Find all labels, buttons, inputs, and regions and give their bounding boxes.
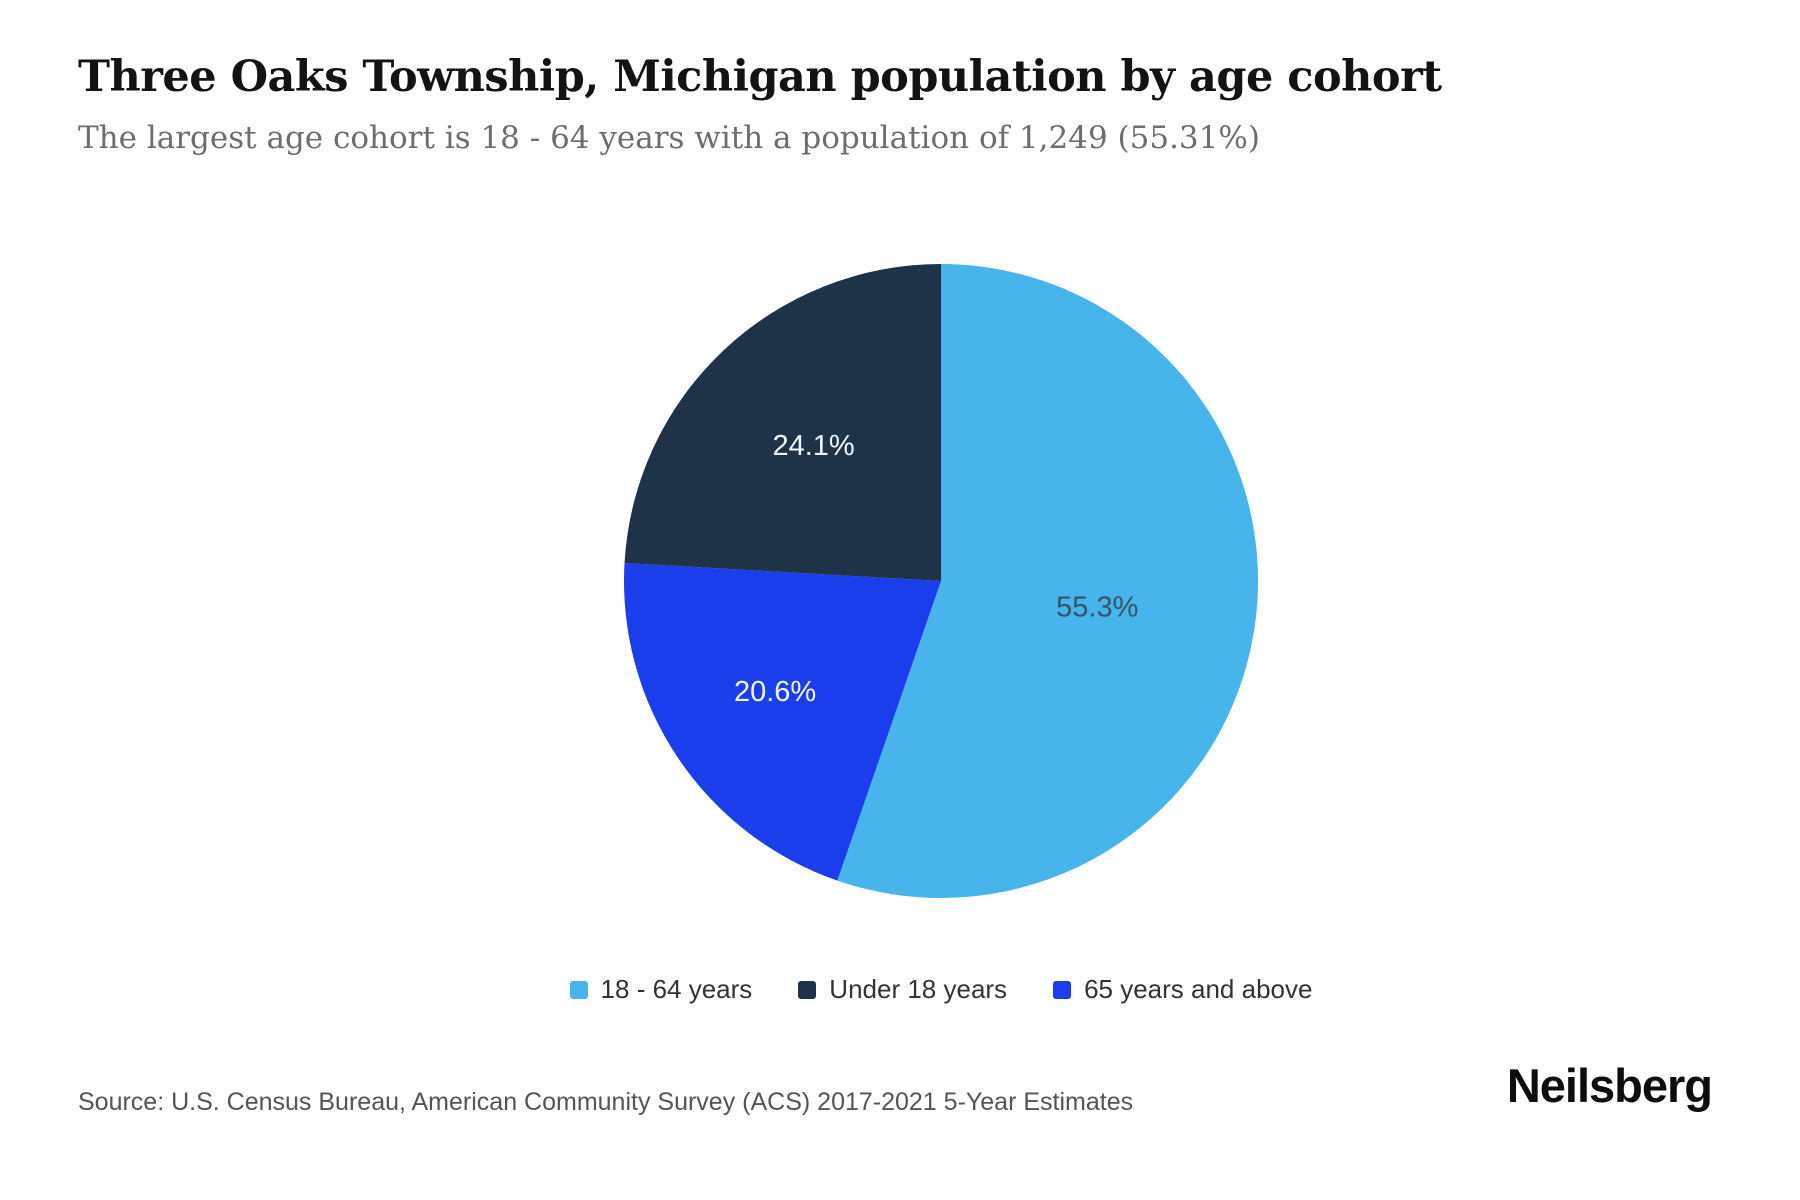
slice-percentage-label: 20.6% (734, 676, 816, 708)
legend-color-marker (569, 980, 588, 999)
pie-slice-65-years-and-above[interactable] (624, 563, 941, 881)
slice-percentage-label: 55.3% (1056, 591, 1138, 623)
legend-item-18-64-years[interactable]: 18 - 64 years (569, 974, 753, 1005)
legend-item-under-18-years[interactable]: Under 18 years (798, 974, 1007, 1005)
chart-subtitle: The largest age cohort is 18 - 64 years … (78, 120, 1260, 156)
chart-legend: 18 - 64 years Under 18 years 65 years and … (41, 974, 1800, 1005)
legend-item-65-years-and-above[interactable]: 65 years and above (1053, 974, 1312, 1005)
source-note: Source: U.S. Census Bureau, American Com… (78, 1088, 1134, 1116)
legend-color-marker (1053, 980, 1072, 999)
legend-item-label: Under 18 years (829, 974, 1008, 1004)
pie-slice-18-64-years[interactable] (837, 264, 1259, 898)
legend-color-marker (798, 980, 817, 999)
brand-logo: Neilsberg (1506, 1059, 1713, 1112)
chart-title: Three Oaks Township, Michigan population… (78, 52, 1442, 102)
slice-percentage-label: 24.1% (772, 430, 854, 462)
pie-slice-under-18-years[interactable] (624, 264, 941, 581)
legend-item-label: 65 years and above (1084, 974, 1313, 1004)
legend-item-label: 18 - 64 years (600, 974, 753, 1004)
